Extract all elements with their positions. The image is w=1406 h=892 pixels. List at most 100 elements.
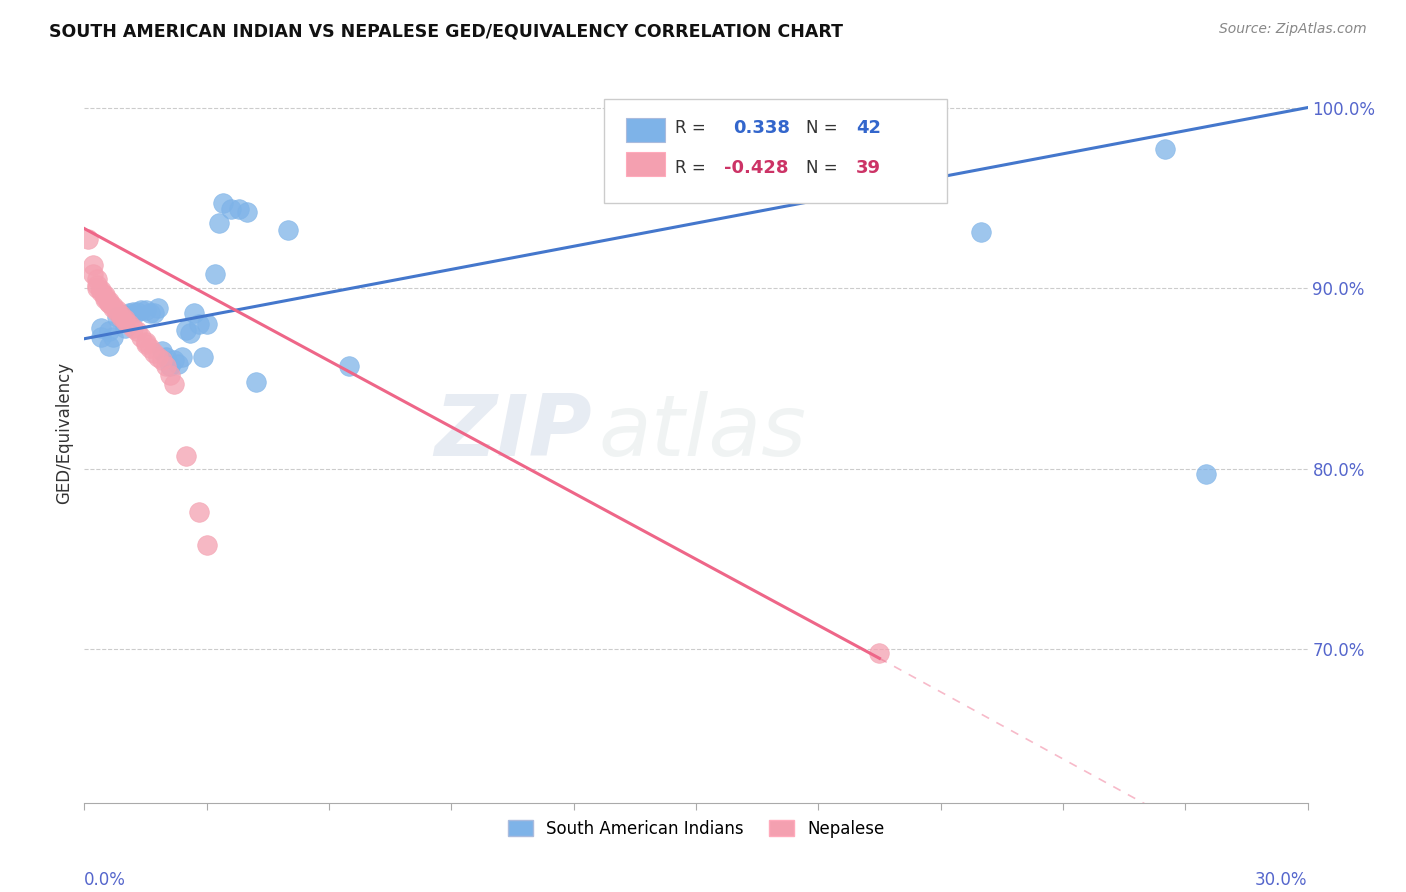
Point [110,308,132,322]
Legend: South American Indians, Nepalese: South American Indians, Nepalese [501,814,891,845]
Point [105,304,128,318]
Point [97,293,120,308]
Point [159,368,181,382]
Point [150,344,173,359]
Point [183,306,205,320]
Point [114,311,136,326]
Point [114,313,136,327]
Point [90,321,112,335]
Point [869,646,891,660]
Text: R =: R = [675,120,706,137]
Point [155,359,177,373]
Point [118,318,141,332]
Point [93,290,115,304]
Text: N =: N = [806,120,838,137]
Point [155,350,177,364]
Point [101,330,124,344]
Point [114,321,136,335]
Point [146,301,169,315]
Text: 30.0%: 30.0% [1256,871,1308,889]
Text: 39: 39 [856,159,882,177]
Point [82,267,104,281]
Text: 0.338: 0.338 [733,120,790,137]
Point [142,306,165,320]
Point [138,341,160,355]
Point [725,140,748,154]
Point [150,353,173,368]
Text: ZIP: ZIP [434,391,592,475]
Point [105,302,128,317]
Text: 42: 42 [856,120,882,137]
Point [110,310,132,324]
Point [236,205,259,219]
Point [142,346,165,360]
Point [90,285,112,299]
Text: R =: R = [675,159,706,177]
Point [93,292,115,306]
Point [212,196,235,211]
Point [1195,467,1218,482]
FancyBboxPatch shape [626,118,665,142]
Point [174,323,197,337]
Text: atlas: atlas [598,391,806,475]
Point [86,272,108,286]
Point [167,357,190,371]
Text: N =: N = [806,159,838,177]
Point [127,325,149,339]
Point [122,321,145,335]
Point [187,505,209,519]
Point [146,350,169,364]
FancyBboxPatch shape [605,99,946,203]
Point [90,330,112,344]
Point [159,359,181,373]
Point [1154,142,1177,156]
Point [105,310,128,324]
Point [122,304,145,318]
Text: 0.0%: 0.0% [84,871,127,889]
Point [208,216,231,230]
Point [174,449,197,463]
Point [131,302,153,317]
Point [97,295,120,310]
Point [179,326,201,341]
Point [86,277,108,292]
Point [82,258,104,272]
Point [114,308,136,322]
Point [339,359,361,373]
Point [195,538,218,552]
Text: Source: ZipAtlas.com: Source: ZipAtlas.com [1219,22,1367,37]
Point [163,353,186,368]
Point [101,301,124,315]
Point [219,202,242,216]
Point [245,375,267,389]
Point [970,225,993,239]
Point [191,350,214,364]
Point [110,310,132,324]
Point [93,288,115,302]
Text: -0.428: -0.428 [724,159,789,177]
Point [172,350,194,364]
Point [163,376,186,391]
Point [97,325,120,339]
Point [135,337,157,351]
Point [228,202,250,216]
Point [204,267,226,281]
Point [195,318,218,332]
Point [90,283,112,297]
Point [131,330,153,344]
Point [97,295,120,310]
Point [187,318,209,332]
Point [77,232,100,246]
Point [97,339,120,353]
Point [86,281,108,295]
Point [138,306,160,320]
Y-axis label: GED/Equivalency: GED/Equivalency [55,361,73,504]
Point [135,302,157,317]
Text: SOUTH AMERICAN INDIAN VS NEPALESE GED/EQUIVALENCY CORRELATION CHART: SOUTH AMERICAN INDIAN VS NEPALESE GED/EQ… [49,22,844,40]
Point [277,223,299,237]
Point [135,335,157,350]
Point [118,306,141,320]
Point [101,299,124,313]
Point [127,304,149,318]
FancyBboxPatch shape [626,152,665,176]
